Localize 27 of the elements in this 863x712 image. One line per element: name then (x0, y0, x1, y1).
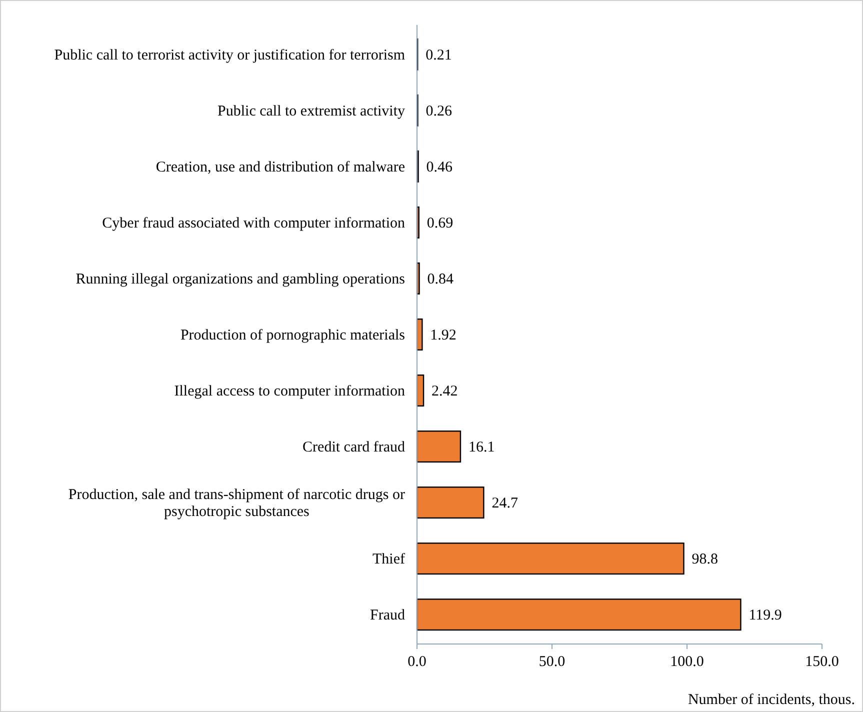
data-label: 0.46 (426, 159, 453, 176)
y-tick-label: Credit card fraud (302, 440, 406, 456)
data-label: 24.7 (492, 496, 518, 512)
data-label: 1.92 (430, 328, 456, 344)
y-tick-label: Fraud (370, 608, 406, 624)
data-label: 0.84 (427, 271, 454, 288)
x-tick-label: 0.0 (408, 654, 426, 670)
x-tick-label: 100.0 (670, 654, 704, 670)
x-tick-label: 50.0 (538, 654, 566, 670)
y-tick-label: Creation, use and distribution of malware (156, 159, 406, 176)
data-label: 119.9 (748, 608, 782, 624)
y-tick-label: Public call to extremist activity (218, 103, 406, 120)
data-label: 0.21 (426, 47, 452, 64)
y-tick-label: Running illegal organizations and gambling operations (76, 271, 406, 288)
y-tick-label: Production, sale and trans-shipment of narcotic drugs or psychotropic substances (68, 487, 406, 520)
x-tick-label: 150.0 (805, 654, 839, 670)
y-tick-label: Thief (372, 552, 406, 568)
y-tick-label: Cyber fraud associated with computer information (102, 215, 406, 232)
data-label: 0.69 (426, 215, 454, 232)
data-label: 0.26 (426, 103, 452, 120)
y-tick-label: Production of pornographic materials (180, 328, 406, 344)
x-axis-title: Number of incidents, thous. (688, 692, 855, 708)
data-label: 2.42 (432, 384, 458, 400)
y-tick-label: Illegal access to computer information (174, 384, 406, 400)
data-label: 16.1 (468, 440, 495, 456)
data-label: 98.8 (692, 552, 718, 568)
y-tick-label: Public call to terrorist activity or justification for terrorism (54, 47, 406, 64)
